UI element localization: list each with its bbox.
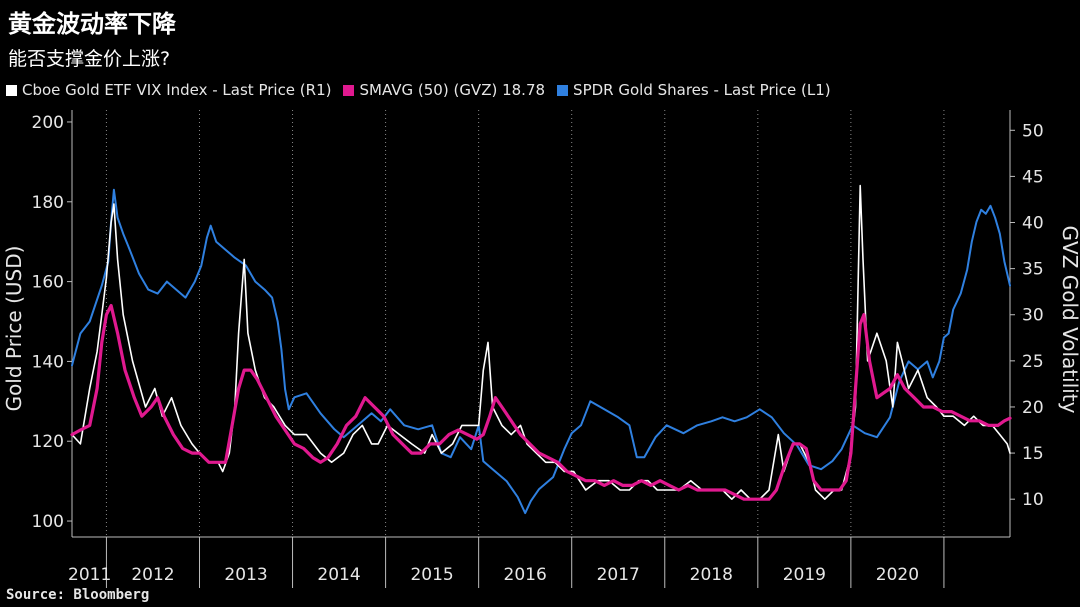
x-tick-label-2012: 2012 xyxy=(131,565,174,585)
left-tick-label-100: 100 xyxy=(32,512,64,532)
x-tick-label-2011: 2011 xyxy=(68,565,111,585)
legend-item-gld: SPDR Gold Shares - Last Price (L1) xyxy=(557,81,831,99)
right-axis-label: GVZ Gold Volatility xyxy=(1058,226,1080,414)
right-tick-label-35: 35 xyxy=(1022,260,1044,280)
left-tick-label-140: 140 xyxy=(32,352,64,372)
x-tick-label-2017: 2017 xyxy=(597,565,640,585)
right-tick-label-50: 50 xyxy=(1022,121,1044,141)
x-tick-label-2019: 2019 xyxy=(783,565,826,585)
legend-item-gvz: Cboe Gold ETF VIX Index - Last Price (R1… xyxy=(6,81,331,99)
legend-label-gld: SPDR Gold Shares - Last Price (L1) xyxy=(573,81,831,99)
right-tick-label-10: 10 xyxy=(1022,490,1044,510)
x-tick-label-2014: 2014 xyxy=(317,565,360,585)
left-tick-label-120: 120 xyxy=(32,432,64,452)
page-subtitle: 能否支撑金价上涨? xyxy=(8,48,171,70)
left-axis-label: Gold Price (USD) xyxy=(2,246,26,412)
legend-label-gvz: Cboe Gold ETF VIX Index - Last Price (R1… xyxy=(22,81,332,99)
x-tick-label-2013: 2013 xyxy=(224,565,267,585)
series-line-sma xyxy=(70,303,1012,501)
series-line-gld xyxy=(71,188,1011,515)
right-tick-label-25: 25 xyxy=(1022,352,1044,372)
legend-swatch-sma xyxy=(343,84,355,96)
legend-swatch-gld xyxy=(557,84,569,96)
left-tick-label-180: 180 xyxy=(32,193,64,213)
right-tick-label-30: 30 xyxy=(1022,306,1044,326)
left-tick-label-160: 160 xyxy=(32,273,64,293)
legend-swatch-gvz xyxy=(6,84,17,96)
x-tick-label-2015: 2015 xyxy=(410,565,453,585)
x-tick-label-2020: 2020 xyxy=(876,565,919,585)
legend-label-sma: SMAVG (50) (GVZ) 18.78 xyxy=(359,81,546,99)
right-tick-label-45: 45 xyxy=(1022,167,1044,187)
x-tick-label-2018: 2018 xyxy=(690,565,733,585)
chart-legend: Cboe Gold ETF VIX Index - Last Price (R1… xyxy=(6,80,843,100)
legend-item-sma: SMAVG (50) (GVZ) 18.78 xyxy=(343,81,545,99)
right-tick-label-20: 20 xyxy=(1022,398,1044,418)
right-tick-label-40: 40 xyxy=(1022,214,1044,234)
source-note: Source: Bloomberg xyxy=(6,587,150,603)
x-tick-label-2016: 2016 xyxy=(504,565,547,585)
left-tick-label-200: 200 xyxy=(32,113,64,133)
page-title: 黄金波动率下降 xyxy=(8,10,176,38)
right-tick-label-15: 15 xyxy=(1022,444,1044,464)
